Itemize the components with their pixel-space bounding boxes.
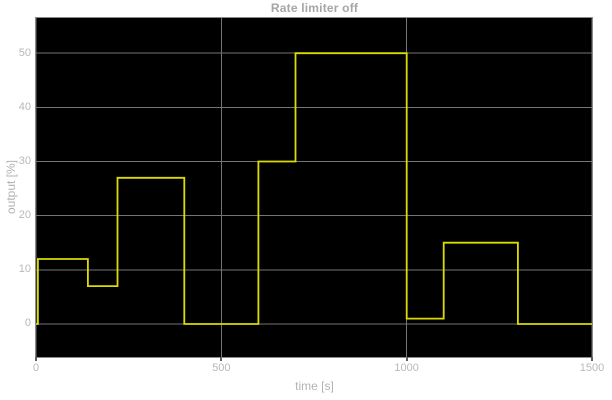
y-tick-label: 0 xyxy=(24,317,31,330)
x-tick-label: 1500 xyxy=(579,362,605,374)
y-tick-label: 20 xyxy=(18,209,31,222)
x-tick-label: 1000 xyxy=(394,362,419,374)
signal-step-line xyxy=(36,52,592,325)
y-tick-label: 50 xyxy=(18,46,31,59)
x-tick-mark xyxy=(405,357,408,361)
x-tick-mark xyxy=(35,357,37,361)
y-tick-label: 30 xyxy=(18,155,31,167)
x-tick-label: 500 xyxy=(212,362,231,374)
x-axis-label: time [s] xyxy=(295,379,334,393)
y-tick-label: 10 xyxy=(18,263,31,276)
x-tick-mark xyxy=(220,357,223,361)
x-tick-mark xyxy=(591,357,593,361)
chart-title: Rate limiter off xyxy=(270,1,359,15)
y-axis-label: output [%] xyxy=(4,159,18,215)
y-tick-label: 40 xyxy=(18,100,31,113)
x-tick-label: 0 xyxy=(32,362,40,374)
signal-plot-svg xyxy=(36,18,592,357)
plot-area xyxy=(35,17,593,358)
